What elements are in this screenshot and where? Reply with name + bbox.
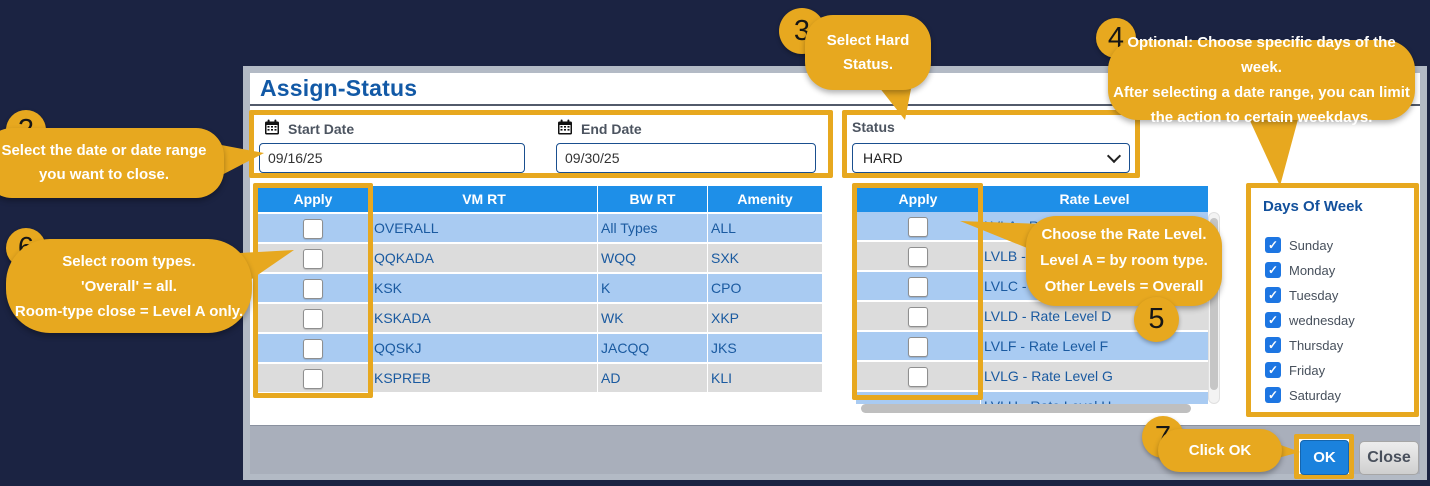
apply-checkbox[interactable] (908, 307, 928, 327)
table-row: OVERALL All Types ALL (256, 214, 822, 242)
rate-level-cell: LVLG - Rate Level G (981, 362, 1208, 390)
room-table-header: Apply VM RT BW RT Amenity (256, 186, 822, 212)
rate-level-cell: LVLH - Rate Level H (981, 392, 1208, 404)
vertical-scrollbar-thumb[interactable] (1210, 218, 1218, 390)
day-row-friday: ✓ Friday (1265, 362, 1325, 378)
table-row: LVLG - Rate Level G (856, 362, 1208, 390)
start-date-label-row: Start Date (264, 119, 354, 138)
callout-4-bubble: Optional: Choose specific days of the we… (1108, 34, 1415, 126)
vm-rt-cell: KSK (371, 274, 597, 302)
apply-checkbox[interactable] (303, 369, 323, 389)
bw-rt-cell: JACQQ (598, 334, 707, 362)
amenity-cell: ALL (708, 214, 822, 242)
table-row: QQSKJ JACQQ JKS (256, 334, 822, 362)
table-row: KSPREB AD KLI (256, 364, 822, 392)
day-row-saturday: ✓ Saturday (1265, 387, 1341, 403)
col-apply: Apply (256, 186, 370, 212)
bw-rt-cell: AD (598, 364, 707, 392)
table-row: LVLF - Rate Level F (856, 332, 1208, 360)
amenity-cell: KLI (708, 364, 822, 392)
apply-checkbox[interactable] (303, 339, 323, 359)
callout-7-bubble: Click OK (1158, 429, 1282, 472)
apply-checkbox[interactable] (303, 309, 323, 329)
bw-rt-cell: K (598, 274, 707, 302)
day-checkbox[interactable]: ✓ (1265, 262, 1281, 278)
ok-button[interactable]: OK (1300, 440, 1349, 475)
apply-checkbox[interactable] (303, 279, 323, 299)
callout-6-bubble: Select room types. 'Overall' = all. Room… (6, 239, 252, 333)
col-bw-rt: BW RT (598, 186, 707, 212)
amenity-cell: XKP (708, 304, 822, 332)
day-checkbox[interactable]: ✓ (1265, 387, 1281, 403)
horizontal-scrollbar-thumb[interactable] (861, 404, 1191, 413)
day-row-wednesday: ✓ wednesday (1265, 312, 1355, 328)
room-type-table: Apply VM RT BW RT Amenity OVERALL All Ty… (256, 186, 822, 394)
bw-rt-cell: WK (598, 304, 707, 332)
table-row: LVLH - Rate Level H (856, 392, 1208, 404)
col-amenity: Amenity (708, 186, 822, 212)
amenity-cell: JKS (708, 334, 822, 362)
apply-checkbox[interactable] (303, 249, 323, 269)
apply-checkbox[interactable] (908, 337, 928, 357)
start-date-input[interactable] (259, 143, 525, 173)
day-checkbox[interactable]: ✓ (1265, 237, 1281, 253)
day-row-sunday: ✓ Sunday (1265, 237, 1333, 253)
calendar-icon (264, 119, 280, 138)
assign-status-dialog (243, 66, 1427, 480)
table-row: KSK K CPO (256, 274, 822, 302)
vm-rt-cell: QQSKJ (371, 334, 597, 362)
end-date-label: End Date (581, 120, 642, 137)
close-button[interactable]: Close (1359, 441, 1419, 475)
callout-3-bubble: Select Hard Status. (805, 15, 931, 90)
day-row-monday: ✓ Monday (1265, 262, 1335, 278)
page-title: Assign-Status (260, 75, 418, 101)
day-checkbox[interactable]: ✓ (1265, 362, 1281, 378)
amenity-cell: SXK (708, 244, 822, 272)
end-date-label-row: End Date (557, 119, 642, 138)
vm-rt-cell: KSPREB (371, 364, 597, 392)
calendar-icon (557, 119, 573, 138)
apply-checkbox[interactable] (908, 367, 928, 387)
table-row: QQKADA WQQ SXK (256, 244, 822, 272)
apply-checkbox[interactable] (303, 219, 323, 239)
bw-rt-cell: WQQ (598, 244, 707, 272)
col-vm-rt: VM RT (371, 186, 597, 212)
callout-5-badge: 5 (1134, 297, 1179, 342)
rate-level-table-header: Apply Rate Level (856, 186, 1208, 214)
bw-rt-cell: All Types (598, 214, 707, 242)
apply-checkbox[interactable] (908, 247, 928, 267)
apply-checkbox[interactable] (908, 277, 928, 297)
start-date-label: Start Date (288, 120, 355, 137)
end-date-input[interactable] (556, 143, 816, 173)
vm-rt-cell: KSKADA (371, 304, 597, 332)
days-of-week-title: Days Of Week (1263, 198, 1363, 215)
day-checkbox[interactable]: ✓ (1265, 312, 1281, 328)
chevron-down-icon (1106, 148, 1122, 164)
callout-2-bubble: Select the date or date range you want t… (0, 128, 224, 198)
day-checkbox[interactable]: ✓ (1265, 337, 1281, 353)
day-row-thursday: ✓ Thursday (1265, 337, 1343, 353)
status-select[interactable]: HARD (852, 143, 1130, 173)
vm-rt-cell: OVERALL (371, 214, 597, 242)
status-value: HARD (863, 150, 903, 166)
table-row: KSKADA WK XKP (256, 304, 822, 332)
day-row-tuesday: ✓ Tuesday (1265, 287, 1338, 303)
rate-level-cell: LVLF - Rate Level F (981, 332, 1208, 360)
col-rate-level: Rate Level (981, 186, 1208, 212)
col-apply: Apply (856, 186, 980, 212)
status-label: Status (852, 119, 895, 135)
vm-rt-cell: QQKADA (371, 244, 597, 272)
apply-checkbox[interactable] (908, 217, 928, 237)
callout-5-bubble: Choose the Rate Level. Level A = by room… (1026, 216, 1222, 306)
amenity-cell: CPO (708, 274, 822, 302)
day-checkbox[interactable]: ✓ (1265, 287, 1281, 303)
